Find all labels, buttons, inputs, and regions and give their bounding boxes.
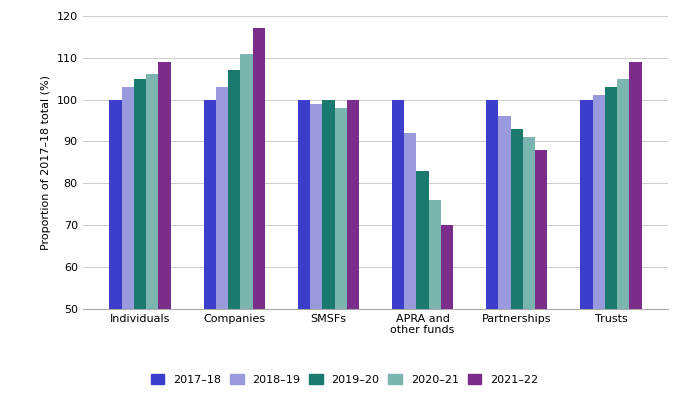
Bar [630, 62, 641, 396]
Bar [523, 137, 535, 396]
Bar [580, 99, 593, 396]
Bar [146, 74, 158, 396]
Bar [347, 99, 359, 396]
Bar [203, 99, 216, 396]
Bar [322, 99, 335, 396]
Bar [158, 62, 171, 396]
Bar [240, 53, 253, 396]
Bar [593, 95, 605, 396]
Bar [335, 108, 347, 396]
Bar [617, 79, 630, 396]
Bar [228, 70, 240, 396]
Bar [511, 129, 523, 396]
Bar [110, 99, 121, 396]
Bar [253, 29, 265, 396]
Bar [429, 200, 441, 396]
Y-axis label: Proportion of 2017–18 total (%): Proportion of 2017–18 total (%) [41, 75, 51, 250]
Bar [441, 225, 453, 396]
Bar [134, 79, 146, 396]
Bar [486, 99, 498, 396]
Bar [416, 171, 429, 396]
Bar [535, 150, 548, 396]
Bar [310, 104, 322, 396]
Bar [605, 87, 617, 396]
Bar [298, 99, 310, 396]
Bar [216, 87, 228, 396]
Bar [498, 116, 511, 396]
Bar [121, 87, 134, 396]
Bar [392, 99, 404, 396]
Bar [404, 133, 416, 396]
Legend: 2017–18, 2018–19, 2019–20, 2020–21, 2021–22: 2017–18, 2018–19, 2019–20, 2020–21, 2021… [145, 369, 544, 390]
